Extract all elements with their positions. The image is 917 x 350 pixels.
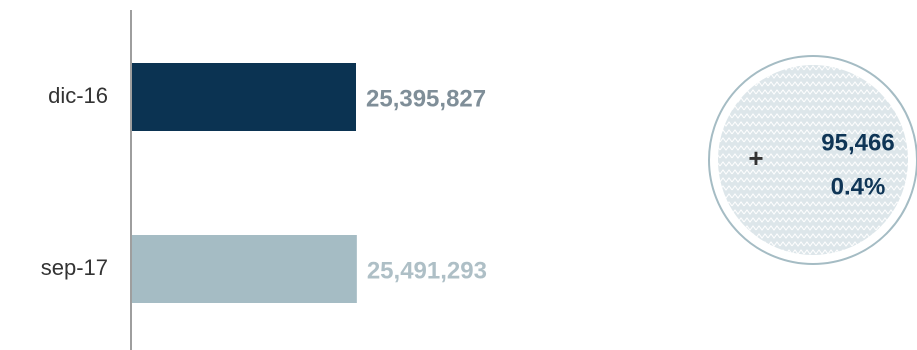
bars-group: dic-16 25,395,827 sep-17 25,491,293 [41,63,487,303]
delta-badge: + 95,466 0.4% [708,55,917,265]
data-label: 25,395,827 [366,85,486,112]
data-label: 25,491,293 [367,257,487,284]
delta-value: 95,466 [821,129,894,156]
delta-sign: + [748,143,763,173]
category-label: sep-17 [41,255,108,280]
bar-dic-16 [132,63,356,131]
delta-inner-circle [718,65,908,255]
category-label: dic-16 [48,83,108,108]
delta-percent: 0.4% [831,173,886,200]
bar-sep-17 [132,235,357,303]
